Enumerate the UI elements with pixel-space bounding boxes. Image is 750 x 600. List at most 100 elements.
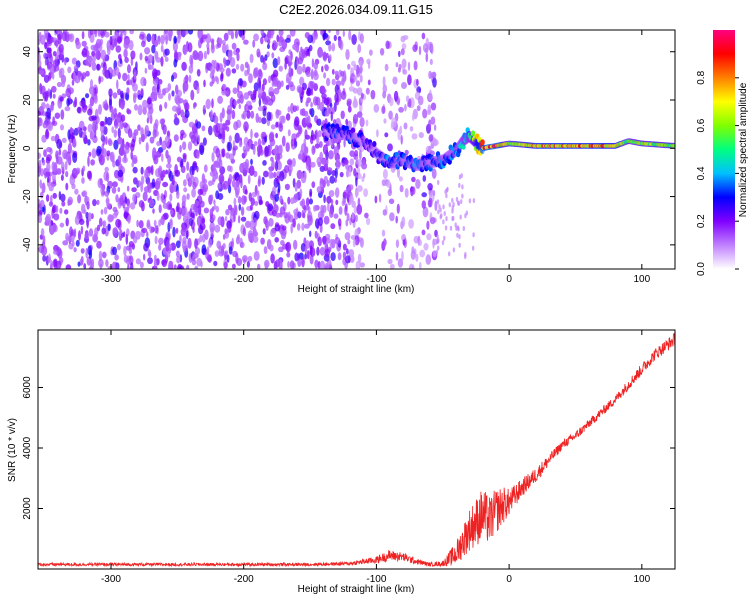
spectrogram-cell — [191, 188, 197, 198]
spectrogram-cell — [211, 75, 215, 85]
spectrogram-cell — [303, 171, 307, 180]
spectrogram-cell — [205, 98, 211, 110]
spectrogram-cell — [278, 123, 284, 132]
spectrogram-cell — [257, 116, 262, 124]
spectrogram-cell — [216, 37, 223, 46]
spectrogram-cell — [126, 185, 130, 192]
spectrogram-cell — [238, 104, 241, 109]
spectrogram-cell — [209, 171, 215, 177]
spectrogram-cell — [409, 126, 414, 132]
spectrogram-cell — [42, 121, 48, 129]
spectrogram-cell — [123, 211, 129, 219]
spectrogram-cell — [112, 181, 118, 188]
spectrogram-cell — [56, 138, 63, 150]
spectrogram-cell — [51, 36, 54, 43]
spectrogram-cell — [311, 181, 316, 189]
spectrogram-cell — [215, 205, 220, 213]
spectrogram-cell — [232, 146, 236, 156]
spectrogram-cell — [279, 115, 285, 123]
spectrogram-cell — [103, 71, 108, 77]
spectrogram-cell — [132, 193, 137, 203]
spectrogram-cell — [294, 116, 300, 127]
snr-y-ticks: 2000 4000 6000 — [22, 376, 675, 520]
spectrogram-cell — [164, 30, 169, 35]
spectrogram-cell — [266, 111, 272, 121]
spectrogram-cell — [233, 211, 236, 223]
spectrogram-cell — [86, 219, 89, 229]
spectrogram-cell — [359, 117, 365, 128]
spectrogram-cell — [169, 219, 173, 226]
spectrogram-cell — [328, 30, 331, 34]
spectrogram-cell — [180, 165, 186, 174]
spectrogram-cell — [359, 237, 364, 248]
spectrogram-cell — [355, 214, 358, 222]
spectrogram-cell — [365, 87, 370, 95]
spectrogram-cell — [123, 245, 127, 256]
spectrogram-cell — [284, 183, 290, 191]
spectrogram-cell — [41, 245, 48, 256]
spectrogram-cell — [119, 30, 125, 34]
spectrogram-cell — [305, 50, 310, 57]
spectrogram-cell — [278, 246, 284, 253]
spectrogram-cell — [182, 154, 187, 163]
spectrogram-cell — [347, 239, 351, 245]
spectrogram-cell — [153, 219, 157, 227]
spectrogram-cell — [129, 30, 134, 35]
spectrogram-cell — [159, 118, 165, 125]
spectrogram-cell — [397, 129, 401, 141]
spectrogram-cell — [204, 229, 209, 241]
spectrogram-cell — [61, 80, 66, 88]
spectrogram-cell — [96, 240, 102, 249]
spectrogram-cell — [349, 150, 355, 158]
spectrogram-cell — [85, 247, 88, 259]
colorbar-ticks: 0.0 0.2 0.4 0.6 0.8 — [696, 70, 739, 276]
spectrogram-cell — [214, 75, 218, 82]
spectrogram-cell — [411, 133, 418, 140]
spectrogram-cell — [223, 32, 229, 42]
spectrogram-cell — [313, 61, 318, 70]
spectrogram-cell — [201, 217, 205, 224]
spectrogram-cell — [173, 134, 179, 142]
spectrogram-cell — [170, 185, 173, 194]
spectrogram-cell — [240, 63, 245, 72]
spectrogram-cell — [141, 227, 148, 234]
spectrogram-cell — [166, 239, 170, 249]
spectrogram-cell — [213, 260, 218, 267]
x-tick-label: -100 — [366, 574, 386, 585]
spectrogram-cell — [86, 170, 92, 180]
spectrogram-cell — [214, 224, 221, 233]
spectrogram-cell — [293, 208, 299, 215]
spectrogram-cell — [227, 141, 233, 152]
spectrogram-cell — [304, 253, 308, 260]
spectrogram-cell — [60, 124, 64, 131]
spectrogram-cell — [410, 250, 416, 260]
spectrogram-cell — [161, 259, 167, 267]
spectrogram-cell — [251, 191, 257, 198]
spectrogram-cell — [381, 105, 386, 115]
spectrogram-cell — [238, 203, 242, 211]
y-tick-label: -20 — [22, 189, 33, 204]
spectrogram-cell — [430, 44, 434, 55]
spectrogram-cell — [297, 153, 302, 160]
spectrogram-cell — [38, 31, 42, 42]
spectrogram-cell — [472, 245, 475, 251]
spectrogram-cell — [301, 222, 305, 231]
spectrogram-cell — [39, 199, 45, 208]
spectrogram-cell — [145, 142, 149, 153]
spectrogram-cell — [77, 261, 81, 267]
spectrogram-cell — [362, 159, 366, 166]
spectrogram-cell — [213, 59, 217, 69]
spectrogram-cell — [357, 197, 361, 208]
spectrogram-cell — [135, 258, 141, 265]
spectrogram-cell — [329, 238, 334, 250]
spectrogram-cell — [356, 111, 363, 118]
spectrogram-cell — [77, 126, 81, 132]
spectrogram-cell — [267, 30, 272, 41]
spectrogram-cell — [232, 87, 238, 94]
spectrogram-cell — [313, 205, 317, 212]
spectrogram-cell — [465, 210, 468, 216]
spectrogram-cell — [309, 245, 313, 256]
spectrogram-cell — [357, 253, 362, 264]
spectrogram-cell — [48, 182, 54, 192]
spectrogram-cell — [174, 113, 178, 120]
